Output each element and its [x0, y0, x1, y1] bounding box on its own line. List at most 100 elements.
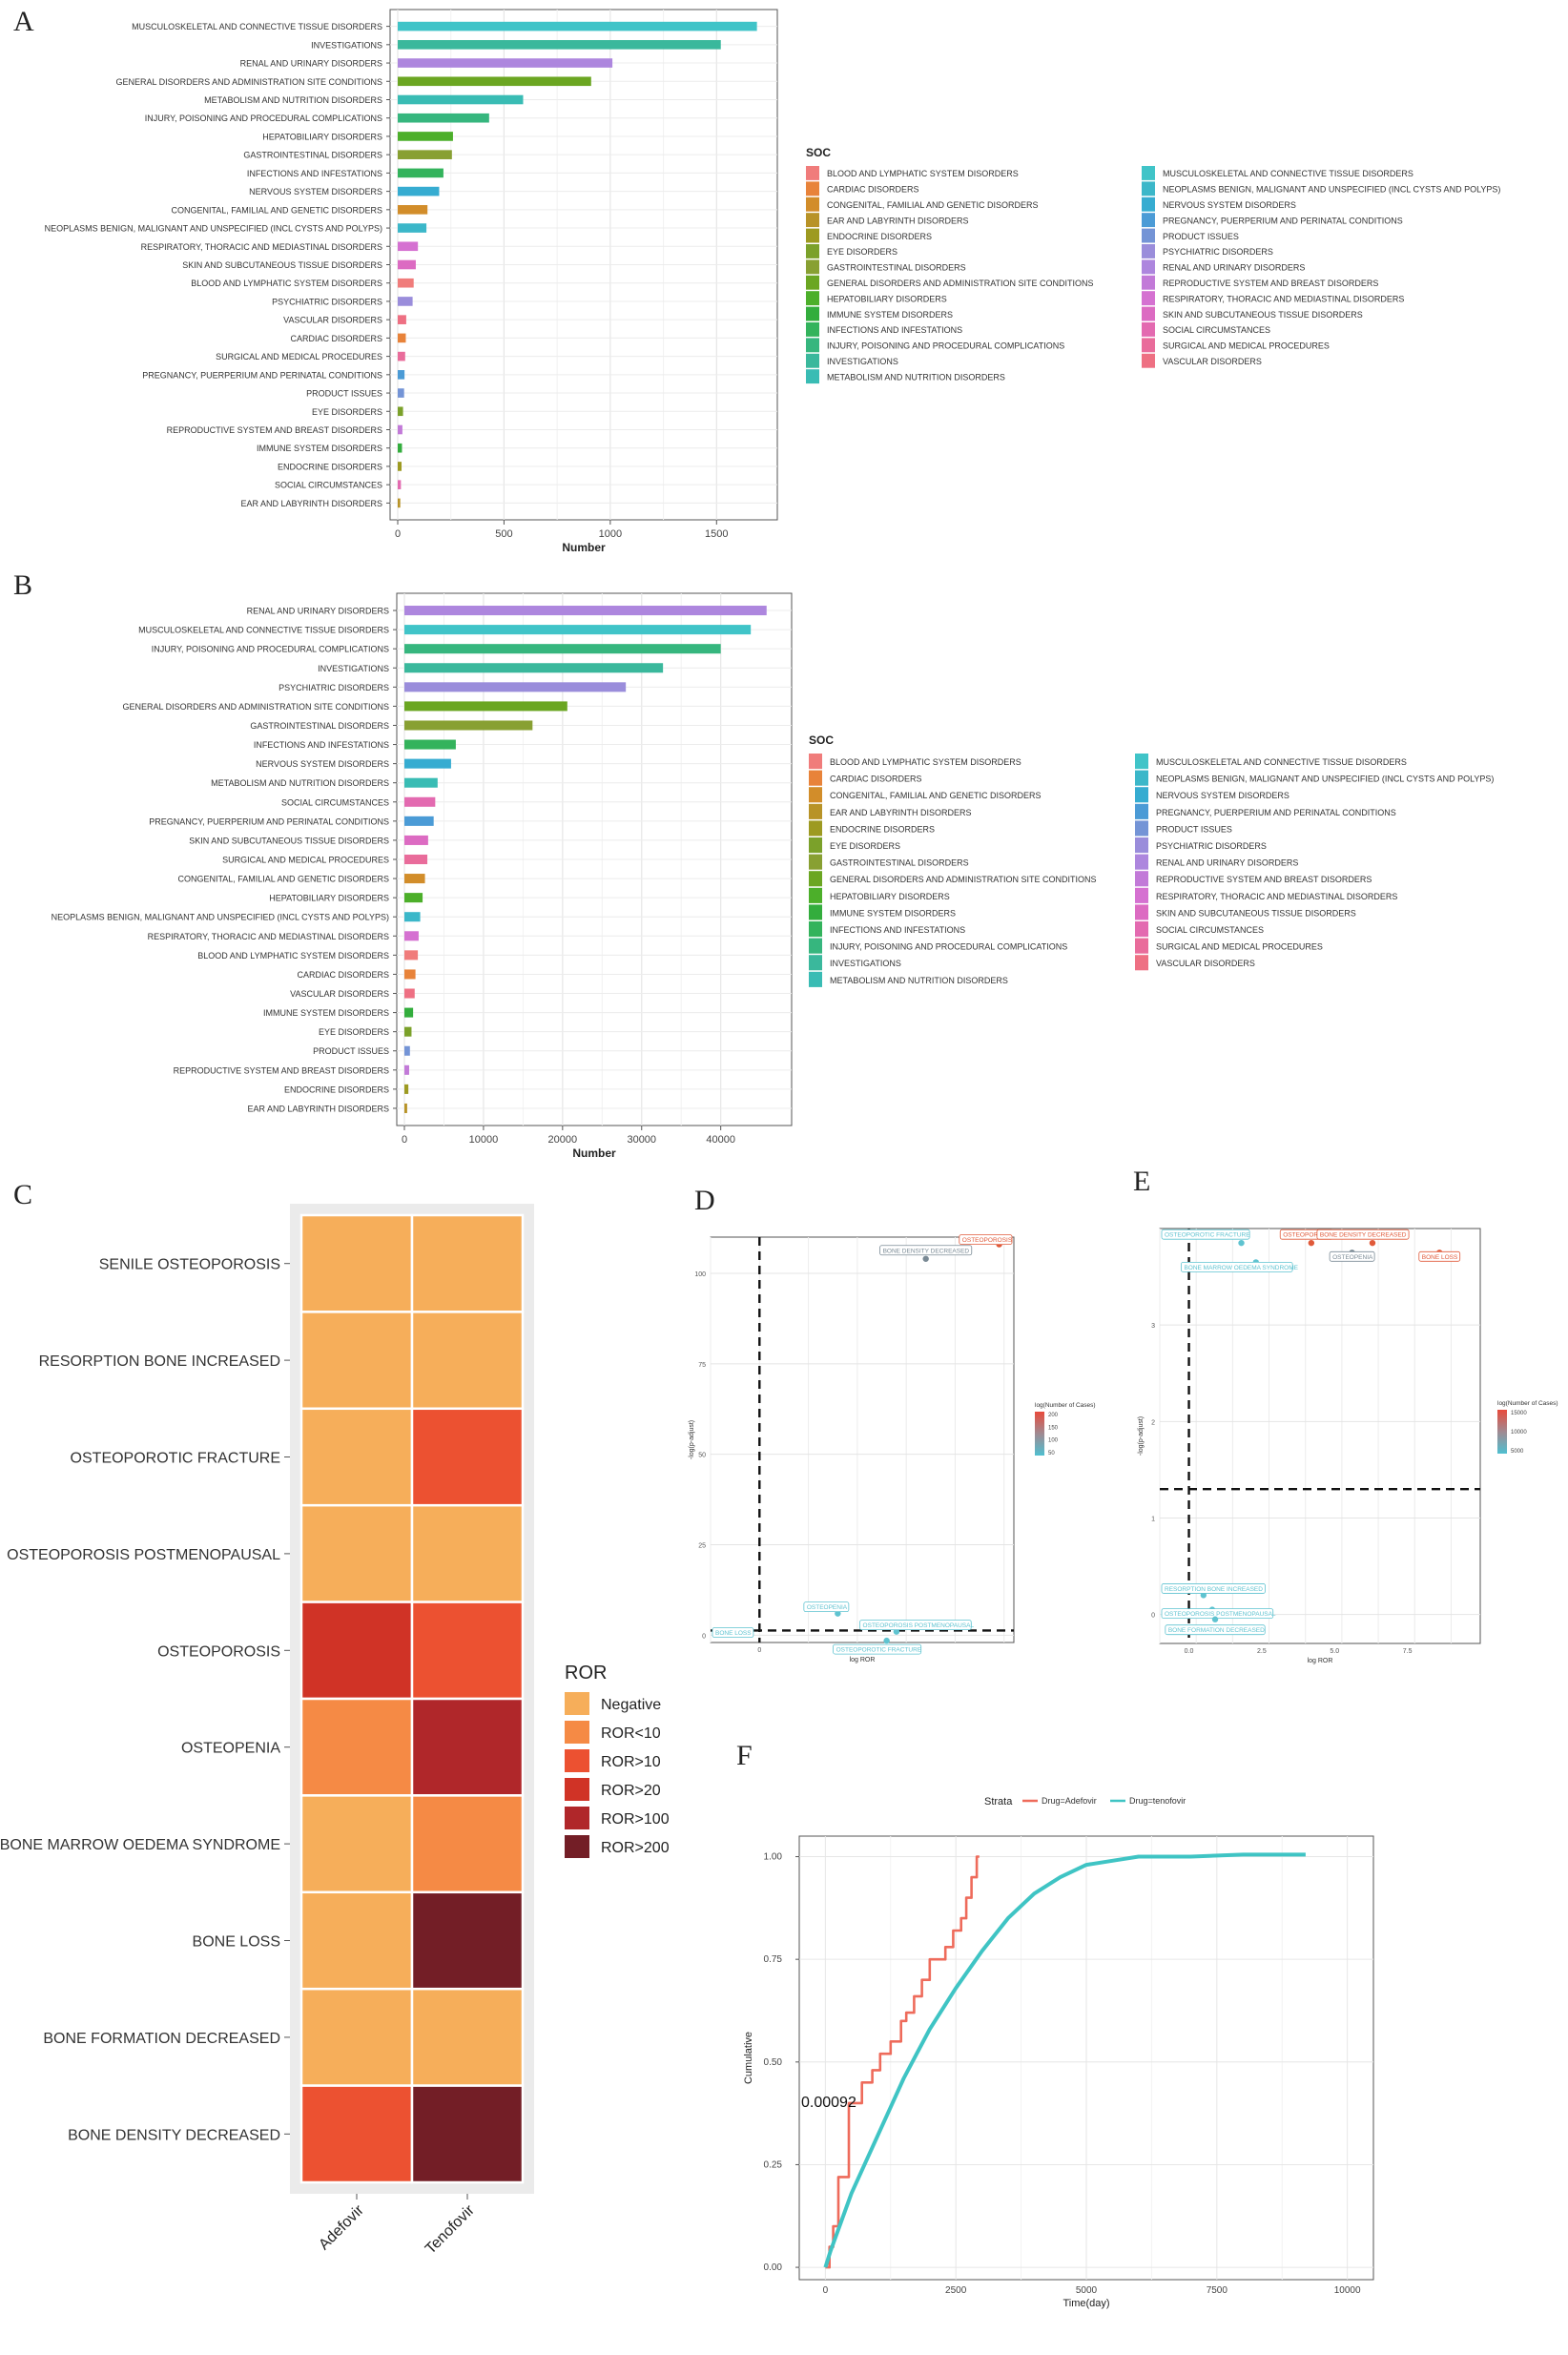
- category-label: EYE DISORDERS: [319, 1027, 389, 1037]
- legend-label: INFECTIONS AND INFESTATIONS: [827, 325, 962, 335]
- legend-swatch: [1135, 955, 1148, 971]
- x-axis-label: Number: [572, 1147, 616, 1160]
- heatmap-cell: [299, 2084, 414, 2184]
- bar: [398, 58, 613, 68]
- category-label: SOCIAL CIRCUMSTANCES: [281, 797, 389, 807]
- point-label-box: [1329, 1250, 1375, 1262]
- point-label-box: [959, 1234, 1013, 1245]
- category-label: CARDIAC DISORDERS: [290, 334, 382, 343]
- legend-label: CONGENITAL, FAMILIAL AND GENETIC DISORDE…: [830, 791, 1042, 800]
- legend-label: REPRODUCTIVE SYSTEM AND BREAST DISORDERS: [1156, 875, 1372, 884]
- legend-swatch: [1135, 820, 1148, 837]
- legend-label: EAR AND LABYRINTH DISORDERS: [827, 216, 969, 225]
- category-label: BLOOD AND LYMPHATIC SYSTEM DISORDERS: [191, 279, 382, 288]
- legend-label: ENDOCRINE DISORDERS: [830, 824, 935, 834]
- point-label: OSTEOPOROSIS: [962, 1237, 1013, 1244]
- point-label-box: [1161, 1229, 1250, 1240]
- legend-swatch: [1135, 854, 1148, 870]
- legend-label: BLOOD AND LYMPHATIC SYSTEM DISORDERS: [827, 169, 1019, 178]
- panel-letter-b: B: [13, 569, 32, 601]
- row-label: BONE MARROW OEDEMA SYNDROME: [0, 1837, 280, 1853]
- x-tick-label: 2.5: [1257, 1648, 1267, 1655]
- legend-swatch: [1142, 244, 1155, 258]
- legend-swatch: [809, 787, 822, 803]
- legend-label: VASCULAR DISORDERS: [1163, 357, 1262, 366]
- point-label-box: [712, 1627, 754, 1638]
- legend-swatch: [1142, 228, 1155, 243]
- legend-swatch: [806, 291, 819, 306]
- bar: [404, 893, 423, 903]
- y-tick-label: 25: [698, 1543, 706, 1550]
- legend-label: PRODUCT ISSUES: [1163, 232, 1239, 241]
- heatmap-cell: [410, 2084, 525, 2184]
- category-label: ENDOCRINE DISORDERS: [284, 1085, 389, 1094]
- legend-swatch: [565, 1807, 589, 1829]
- legend-swatch: [806, 306, 819, 321]
- y-tick-label: 75: [698, 1362, 706, 1369]
- legend-label: PRODUCT ISSUES: [1156, 824, 1232, 834]
- y-tick-label: 50: [698, 1453, 706, 1459]
- category-label: CARDIAC DISORDERS: [297, 970, 389, 980]
- bar: [398, 462, 402, 471]
- category-label: PSYCHIATRIC DISORDERS: [279, 683, 389, 692]
- category-label: INJURY, POISONING AND PROCEDURAL COMPLIC…: [145, 114, 382, 123]
- category-label: INJURY, POISONING AND PROCEDURAL COMPLIC…: [152, 645, 389, 654]
- legend-swatch: [809, 754, 822, 770]
- bar: [398, 424, 402, 435]
- plot-border: [710, 1236, 1015, 1643]
- legend-label: IMMUNE SYSTEM DISORDERS: [830, 908, 956, 918]
- panel-letter-d: D: [694, 1185, 715, 1216]
- legend-label: RENAL AND URINARY DISORDERS: [1156, 858, 1298, 868]
- category-label: PSYCHIATRIC DISORDERS: [272, 297, 382, 306]
- heatmap-cell: [299, 1407, 414, 1507]
- legend-swatch: [1142, 166, 1155, 180]
- color-tick-label: 15000: [1511, 1411, 1527, 1416]
- bar: [398, 370, 405, 380]
- data-point: [1211, 1616, 1219, 1622]
- legend-label: MUSCULOSKELETAL AND CONNECTIVE TISSUE DI…: [1163, 169, 1413, 178]
- legend-swatch: [809, 820, 822, 837]
- category-label: CONGENITAL, FAMILIAL AND GENETIC DISORDE…: [171, 205, 382, 215]
- legend-swatch: [806, 259, 819, 275]
- color-tick-label: 5000: [1511, 1449, 1524, 1455]
- category-label: HEPATOBILIARY DISORDERS: [269, 894, 389, 903]
- legend-label: NERVOUS SYSTEM DISORDERS: [1156, 791, 1289, 800]
- category-label: VASCULAR DISORDERS: [290, 989, 389, 999]
- category-label: SOCIAL CIRCUMSTANCES: [275, 481, 382, 490]
- point-label-box: [1316, 1229, 1410, 1240]
- panel-d-volcano-plot: 0 25 50 75 100 0 log ROR -log(p-adjust) OSTEOPOR…: [689, 1234, 1096, 1663]
- heatmap-cell: [410, 1311, 525, 1411]
- category-label: INVESTIGATIONS: [311, 40, 382, 50]
- bar: [398, 333, 406, 343]
- legend-swatch: [565, 1778, 589, 1801]
- legend-swatch: [809, 971, 822, 987]
- legend-label: RENAL AND URINARY DISORDERS: [1163, 263, 1305, 273]
- legend-label: CONGENITAL, FAMILIAL AND GENETIC DISORDE…: [827, 200, 1039, 210]
- legend-title: ROR: [565, 1663, 607, 1684]
- legend-label: NEOPLASMS BENIGN, MALIGNANT AND UNSPECIF…: [1163, 185, 1500, 195]
- y-tick-label: 0.25: [764, 2159, 783, 2170]
- panel-f-cumulative-incidence: 0 2500 5000 7500 10000 0.00 0.25 0.50 0.75 1.00 Ti…: [743, 1796, 1374, 2309]
- row-label: BONE FORMATION DECREASED: [43, 2031, 280, 2047]
- category-label: IMMUNE SYSTEM DISORDERS: [257, 444, 382, 453]
- point-label-box: [1418, 1250, 1461, 1262]
- x-tick-label: 7.5: [1403, 1648, 1413, 1655]
- bar: [404, 1026, 412, 1037]
- data-point: [1238, 1239, 1245, 1247]
- legend-swatch: [806, 322, 819, 337]
- category-label: ENDOCRINE DISORDERS: [278, 462, 382, 471]
- bar: [404, 777, 438, 788]
- category-label: SKIN AND SUBCUTANEOUS TISSUE DISORDERS: [189, 836, 389, 845]
- bar: [404, 682, 627, 692]
- legend-swatch: [806, 166, 819, 180]
- x-tick-label: 40000: [706, 1134, 735, 1146]
- bar: [398, 241, 419, 252]
- bar: [398, 205, 428, 215]
- legend-title: SOC: [806, 146, 831, 159]
- point-label: BONE DENSITY DECREASED: [883, 1248, 970, 1254]
- p-value-annotation: 0.00092: [801, 2095, 856, 2111]
- legend-swatch: [809, 904, 822, 920]
- legend-label: ROR>20: [601, 1783, 661, 1799]
- color-legend-title: log(Number of Cases): [1035, 1402, 1096, 1409]
- x-tick-label: 500: [495, 528, 512, 540]
